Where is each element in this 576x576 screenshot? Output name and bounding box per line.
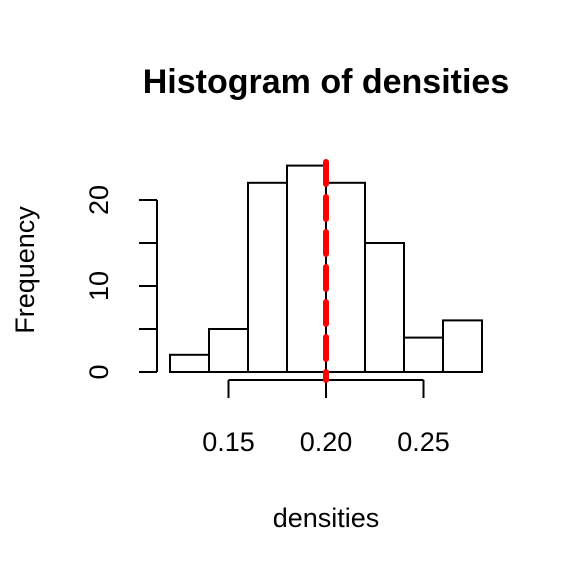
bars-group	[169, 164, 483, 374]
histogram-bar-5	[325, 181, 366, 373]
histogram-bar-3	[247, 181, 288, 373]
histogram-bar-1	[169, 353, 210, 373]
y-tick-label-3: 20	[84, 185, 114, 215]
x-tick-label-3: 0.25	[397, 427, 450, 457]
chart-title: Histogram of densities	[143, 63, 510, 101]
histogram-bar-8	[442, 319, 483, 373]
histogram-bar-6	[364, 242, 405, 373]
x-tick-label-1: 0.15	[202, 427, 255, 457]
y-tick-label-1: 0	[84, 364, 114, 379]
y-axis: 0 10 20	[84, 185, 158, 380]
x-tick-label-2: 0.20	[300, 427, 353, 457]
histogram-bar-2	[208, 328, 249, 373]
histogram-bar-4	[286, 164, 327, 373]
x-axis: 0.15 0.20 0.25	[202, 379, 450, 457]
y-axis-label: Frequency	[10, 206, 40, 334]
x-axis-label: densities	[273, 503, 380, 533]
histogram-bar-7	[403, 336, 444, 374]
y-tick-label-2: 10	[84, 271, 114, 301]
